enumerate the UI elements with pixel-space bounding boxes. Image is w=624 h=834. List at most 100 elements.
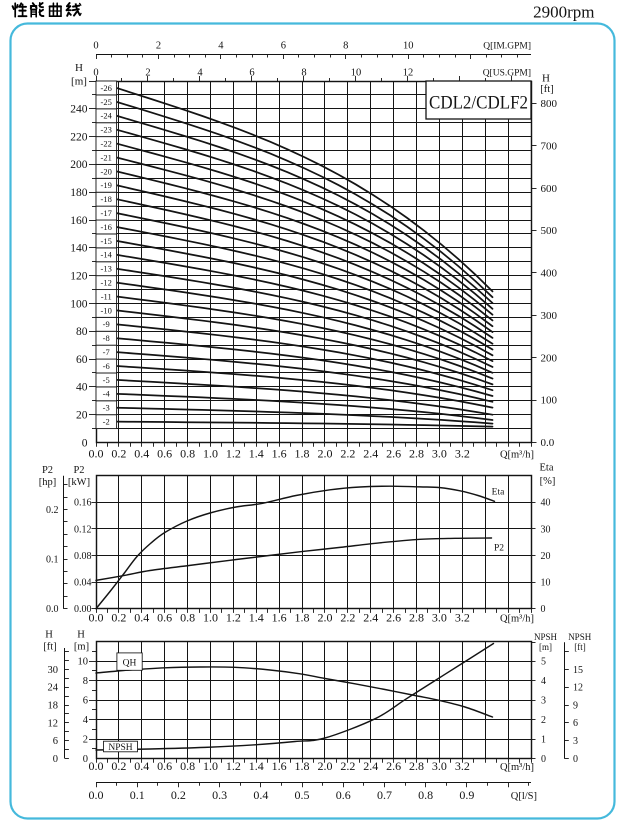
svg-text:8: 8 [343,41,348,52]
svg-text:-14: -14 [101,250,113,260]
svg-text:3.2: 3.2 [455,446,470,460]
svg-text:Q[m³/h]: Q[m³/h] [500,613,534,624]
svg-text:0.2: 0.2 [111,610,126,624]
svg-text:0.8: 0.8 [180,759,195,773]
svg-text:1.8: 1.8 [295,759,310,773]
svg-text:800: 800 [541,98,558,110]
svg-text:4: 4 [83,715,89,726]
svg-text:-13: -13 [101,264,112,274]
svg-text:0.2: 0.2 [111,759,126,773]
svg-text:0: 0 [83,754,88,765]
svg-text:0.1: 0.1 [46,555,59,566]
svg-text:CDL2/CDLF2: CDL2/CDLF2 [429,93,528,114]
svg-text:0.04: 0.04 [74,578,92,589]
svg-text:200: 200 [541,352,558,364]
svg-text:-26: -26 [101,83,112,93]
svg-text:3.0: 3.0 [432,759,447,773]
svg-text:6: 6 [53,736,58,747]
svg-text:2.8: 2.8 [409,610,424,624]
svg-text:1.4: 1.4 [249,446,264,460]
svg-text:[m]: [m] [74,642,89,653]
svg-text:[%]: [%] [540,476,556,487]
svg-text:-9: -9 [103,319,110,329]
svg-text:2.4: 2.4 [363,610,378,624]
svg-text:6: 6 [573,718,578,729]
svg-text:[m]: [m] [71,76,87,88]
svg-text:0.8: 0.8 [180,446,195,460]
svg-text:30: 30 [541,524,551,535]
svg-text:H: H [75,62,83,74]
svg-text:120: 120 [70,270,88,282]
svg-text:[ft]: [ft] [574,642,586,652]
svg-text:-15: -15 [101,236,112,246]
svg-text:H: H [542,73,550,85]
svg-text:5: 5 [541,656,546,667]
svg-text:Q[US.GPM]: Q[US.GPM] [483,69,531,79]
svg-text:[kW]: [kW] [68,477,90,488]
svg-text:2.4: 2.4 [363,446,378,460]
svg-text:0.0: 0.0 [89,610,104,624]
svg-text:-24: -24 [101,111,113,121]
svg-text:2.2: 2.2 [340,759,355,773]
svg-text:1.4: 1.4 [249,759,264,773]
svg-text:0.4: 0.4 [134,446,149,460]
svg-text:-19: -19 [101,180,112,190]
svg-text:2900rpm: 2900rpm [533,3,594,22]
svg-text:0.8: 0.8 [418,788,433,802]
svg-text:3.2: 3.2 [455,759,470,773]
svg-text:-6: -6 [103,361,110,371]
svg-text:0: 0 [53,754,58,765]
svg-text:10: 10 [403,41,414,52]
svg-text:-2: -2 [103,417,110,427]
svg-text:P2: P2 [42,465,53,476]
svg-text:1.0: 1.0 [203,610,218,624]
svg-text:20: 20 [76,409,88,421]
svg-text:0.7: 0.7 [377,788,392,802]
svg-text:-21: -21 [101,152,112,162]
svg-text:1.8: 1.8 [295,610,310,624]
svg-text:160: 160 [70,215,88,227]
svg-text:220: 220 [70,131,88,143]
svg-text:Q[l/S]: Q[l/S] [511,791,537,802]
svg-text:-11: -11 [101,291,112,301]
svg-text:700: 700 [541,140,558,152]
svg-text:0.0: 0.0 [89,788,104,802]
svg-text:1.0: 1.0 [203,759,218,773]
svg-text:3: 3 [573,736,578,747]
svg-text:12: 12 [403,68,414,79]
svg-text:3.0: 3.0 [432,610,447,624]
svg-text:0.4: 0.4 [253,788,268,802]
svg-text:-3: -3 [103,403,110,413]
svg-text:0: 0 [93,68,98,79]
svg-text:0.2: 0.2 [46,505,59,516]
svg-text:1.2: 1.2 [226,610,241,624]
svg-text:-12: -12 [101,278,112,288]
svg-text:1.6: 1.6 [272,610,287,624]
svg-text:-20: -20 [101,166,112,176]
svg-text:P2: P2 [494,544,504,554]
svg-text:60: 60 [76,354,88,366]
svg-text:0.0: 0.0 [89,759,104,773]
svg-text:10: 10 [541,578,551,589]
svg-text:0.8: 0.8 [180,610,195,624]
svg-text:10: 10 [351,68,362,79]
svg-text:300: 300 [541,310,558,322]
svg-text:500: 500 [541,225,558,237]
svg-text:2.4: 2.4 [363,759,378,773]
svg-text:-8: -8 [103,333,110,343]
svg-text:1.2: 1.2 [226,446,241,460]
svg-text:QH: QH [123,659,137,669]
svg-text:Eta: Eta [540,463,554,474]
svg-text:Q[m³/h]: Q[m³/h] [500,762,534,773]
svg-text:2.0: 2.0 [317,610,332,624]
svg-text:0: 0 [541,754,546,765]
svg-text:3.2: 3.2 [455,610,470,624]
svg-text:180: 180 [70,187,88,199]
svg-text:1.6: 1.6 [272,759,287,773]
svg-text:0: 0 [82,437,88,449]
svg-text:-17: -17 [101,208,112,218]
svg-text:1.8: 1.8 [295,446,310,460]
svg-text:6: 6 [83,696,88,707]
svg-text:0.0: 0.0 [89,446,104,460]
svg-text:2: 2 [145,68,150,79]
